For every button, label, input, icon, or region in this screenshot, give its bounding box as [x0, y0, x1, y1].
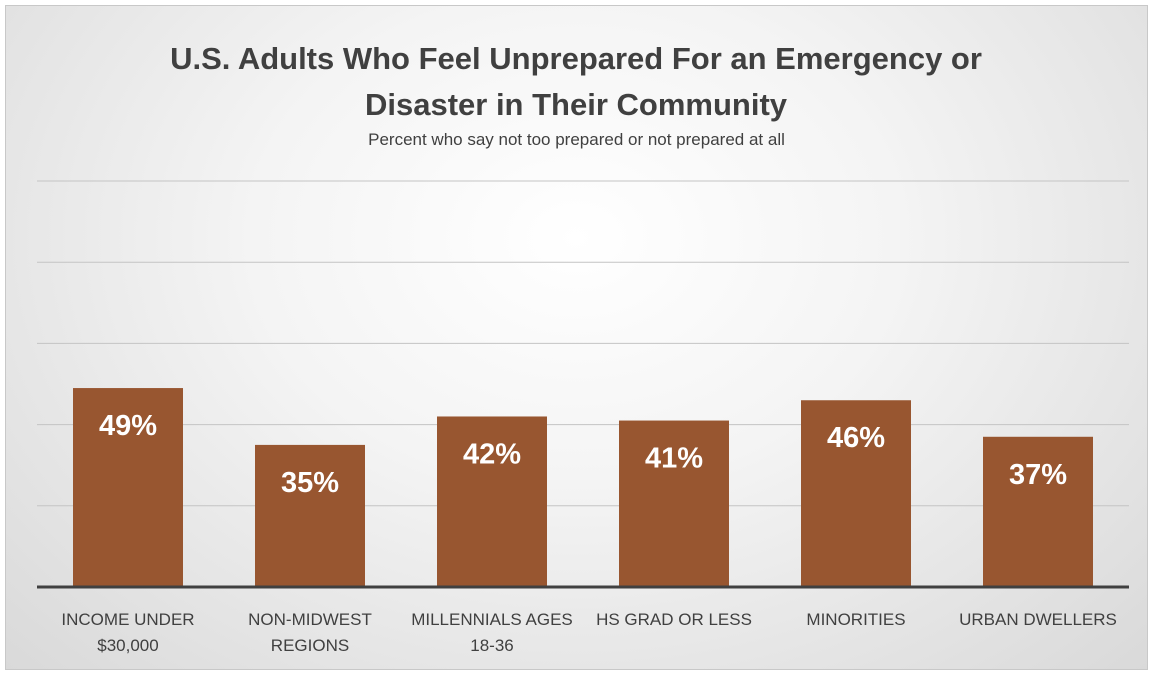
value-label: 42%: [463, 438, 521, 470]
bar: [801, 400, 911, 587]
bar: [619, 420, 729, 587]
chart-subtitle: Percent who say not too prepared or not …: [368, 130, 785, 149]
x-tick-label: MILLENNIALS AGES 18-36: [411, 610, 573, 655]
bar: [983, 436, 1093, 587]
chart-title: U.S. Adults Who Feel Unprepared For an E…: [170, 41, 982, 122]
x-tick-label: MINORITIES: [806, 610, 906, 629]
x-tick-label: HS GRAD OR LESS: [596, 610, 752, 629]
bar: [437, 416, 547, 587]
value-label: 35%: [281, 467, 339, 499]
plot-area: 49% 35% 42% 41% 46% 37%: [37, 180, 1129, 589]
x-tick-label: NON-MIDWEST REGIONS: [248, 610, 372, 655]
value-label: 41%: [645, 443, 703, 475]
x-tick-label: URBAN DWELLERS: [959, 610, 1117, 629]
bar: [73, 388, 183, 587]
value-label: 49%: [99, 410, 157, 442]
value-label: 37%: [1009, 459, 1067, 491]
chart: U.S. Adults Who Feel Unprepared For an E…: [5, 5, 1148, 670]
value-label: 46%: [827, 422, 885, 454]
x-tick-label: INCOME UNDER $30,000: [61, 610, 195, 655]
bar: [255, 444, 365, 587]
